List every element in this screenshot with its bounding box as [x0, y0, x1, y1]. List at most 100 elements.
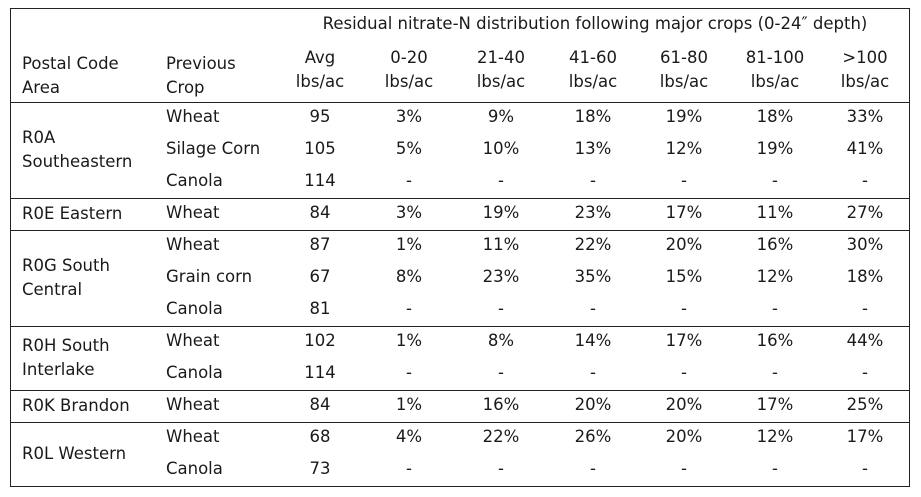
value-cell: 3%	[395, 203, 423, 222]
row-divider	[10, 102, 910, 103]
value-cell: -	[590, 171, 596, 190]
value-cell: 20%	[574, 395, 612, 414]
value-cell: -	[862, 299, 868, 318]
crop-cell: Grain corn	[166, 267, 253, 286]
value-cell: -	[406, 299, 412, 318]
value-cell: 16%	[756, 235, 794, 254]
value-cell: 105	[304, 139, 336, 158]
row-divider	[10, 422, 910, 423]
value-cell: 12%	[756, 267, 794, 286]
value-cell: 41%	[846, 139, 884, 158]
area-label: R0H South	[22, 336, 110, 355]
value-cell: 35%	[574, 267, 612, 286]
value-cell: 14%	[574, 331, 612, 350]
value-cell: 19%	[482, 203, 520, 222]
header-b6: >100	[842, 48, 888, 67]
value-cell: 11%	[482, 235, 520, 254]
value-cell: 16%	[482, 395, 520, 414]
header-crop: Crop	[166, 78, 205, 97]
value-cell: 17%	[756, 395, 794, 414]
crop-cell: Wheat	[166, 427, 220, 446]
header-avg: lbs/ac	[295, 72, 345, 91]
value-cell: 27%	[846, 203, 884, 222]
value-cell: -	[681, 171, 687, 190]
value-cell: 17%	[665, 331, 703, 350]
value-cell: 87	[309, 235, 331, 254]
value-cell: 15%	[665, 267, 703, 286]
value-cell: 33%	[846, 107, 884, 126]
value-cell: -	[498, 171, 504, 190]
value-cell: 23%	[574, 203, 612, 222]
value-cell: -	[772, 459, 778, 478]
area-label: R0A	[22, 128, 56, 147]
value-cell: 20%	[665, 235, 703, 254]
value-cell: -	[772, 363, 778, 382]
value-cell: -	[681, 363, 687, 382]
crop-cell: Wheat	[166, 395, 220, 414]
crop-cell: Canola	[166, 171, 223, 190]
value-cell: 4%	[395, 427, 423, 446]
row-divider	[10, 326, 910, 327]
value-cell: -	[406, 363, 412, 382]
value-cell: 19%	[756, 139, 794, 158]
value-cell: 17%	[665, 203, 703, 222]
value-cell: 25%	[846, 395, 884, 414]
value-cell: 114	[304, 171, 336, 190]
value-cell: 22%	[482, 427, 520, 446]
value-cell: 67	[309, 267, 331, 286]
value-cell: -	[498, 299, 504, 318]
value-cell: -	[590, 459, 596, 478]
value-cell: 114	[304, 363, 336, 382]
crop-cell: Canola	[166, 459, 223, 478]
value-cell: -	[862, 363, 868, 382]
value-cell: -	[681, 459, 687, 478]
value-cell: 16%	[756, 331, 794, 350]
crop-cell: Silage Corn	[166, 139, 261, 158]
value-cell: -	[772, 171, 778, 190]
area-label: R0G South	[22, 256, 110, 275]
crop-cell: Canola	[166, 299, 223, 318]
value-cell: -	[406, 171, 412, 190]
header-b2: 21-40	[477, 48, 525, 67]
area-label: Central	[22, 280, 83, 299]
value-cell: 12%	[756, 427, 794, 446]
row-divider	[10, 230, 910, 231]
header-b3: lbs/ac	[568, 72, 618, 91]
row-divider	[10, 390, 910, 391]
header-avg: Avg	[304, 48, 336, 67]
value-cell: 84	[309, 395, 331, 414]
value-cell: 81	[309, 299, 331, 318]
value-cell: 68	[309, 427, 331, 446]
value-cell: 3%	[395, 107, 423, 126]
value-cell: 1%	[395, 235, 423, 254]
value-cell: -	[406, 459, 412, 478]
super-header: Residual nitrate-N distribution followin…	[322, 14, 868, 33]
value-cell: -	[590, 363, 596, 382]
area-label: Southeastern	[22, 152, 133, 171]
table-frame	[10, 8, 910, 487]
value-cell: -	[772, 299, 778, 318]
value-cell: 84	[309, 203, 331, 222]
value-cell: 19%	[665, 107, 703, 126]
header-b3: 41-60	[569, 48, 617, 67]
value-cell: 8%	[487, 331, 515, 350]
value-cell: -	[498, 459, 504, 478]
value-cell: 26%	[574, 427, 612, 446]
value-cell: -	[862, 171, 868, 190]
value-cell: 30%	[846, 235, 884, 254]
value-cell: -	[498, 363, 504, 382]
header-b4: 61-80	[660, 48, 708, 67]
value-cell: 1%	[395, 331, 423, 350]
crop-cell: Wheat	[166, 331, 220, 350]
header-b1: lbs/ac	[384, 72, 434, 91]
value-cell: 44%	[846, 331, 884, 350]
area-label: R0K Brandon	[22, 396, 130, 415]
crop-cell: Wheat	[166, 107, 220, 126]
header-b5: 81-100	[745, 48, 805, 67]
value-cell: 102	[304, 331, 336, 350]
value-cell: 8%	[395, 267, 423, 286]
header-b4: lbs/ac	[659, 72, 709, 91]
value-cell: 73	[309, 459, 331, 478]
value-cell: 9%	[487, 107, 515, 126]
value-cell: 20%	[665, 395, 703, 414]
